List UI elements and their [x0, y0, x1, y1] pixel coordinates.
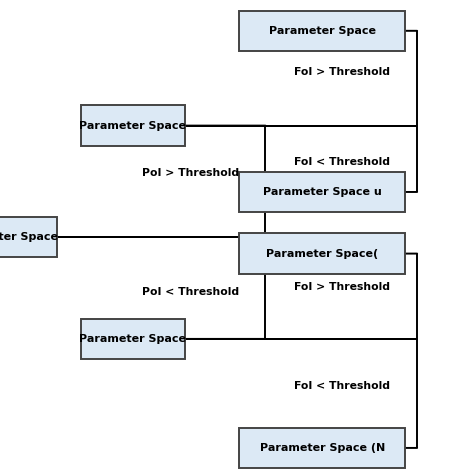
Text: Parameter Space u: Parameter Space u — [263, 187, 382, 197]
Text: Parameter Space: Parameter Space — [269, 26, 376, 36]
FancyBboxPatch shape — [239, 172, 405, 212]
Text: Parameter Space (N: Parameter Space (N — [260, 443, 385, 453]
Text: Parameter Space(: Parameter Space( — [266, 248, 378, 259]
Text: FoI < Threshold: FoI < Threshold — [294, 381, 390, 392]
Text: FoI < Threshold: FoI < Threshold — [294, 157, 390, 167]
FancyBboxPatch shape — [239, 10, 405, 51]
Text: FoI > Threshold: FoI > Threshold — [294, 67, 390, 77]
FancyBboxPatch shape — [81, 319, 185, 359]
Text: Parameter Space: Parameter Space — [79, 120, 186, 131]
Text: PoI > Threshold: PoI > Threshold — [142, 168, 239, 178]
FancyBboxPatch shape — [81, 106, 185, 146]
FancyBboxPatch shape — [239, 233, 405, 274]
Text: PoI < Threshold: PoI < Threshold — [142, 286, 239, 297]
FancyBboxPatch shape — [0, 217, 57, 257]
Text: Parameter Space: Parameter Space — [0, 232, 58, 242]
FancyBboxPatch shape — [239, 428, 405, 468]
Text: Parameter Space: Parameter Space — [79, 334, 186, 344]
Text: FoI > Threshold: FoI > Threshold — [294, 282, 390, 292]
